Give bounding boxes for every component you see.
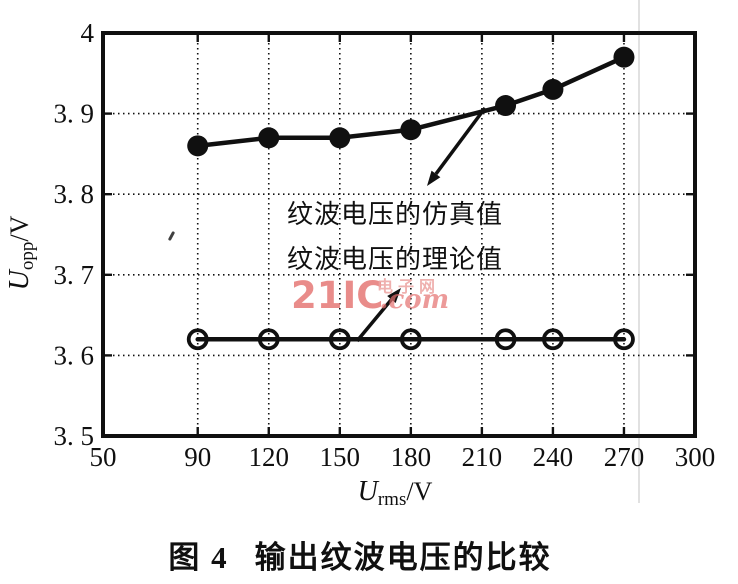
y-axis-label: Uopp/V (4, 215, 38, 290)
x-tick-label: 270 (604, 442, 645, 472)
chart-figure: 50 90 120 150 180 210 240 270 300 3. 5 3. 6 3. 7 3. … (4, 0, 716, 510)
x-tick-label: 180 (391, 442, 432, 472)
sim-data-point (187, 135, 209, 157)
sim-data-point (542, 78, 564, 100)
sim-data-point (258, 127, 280, 149)
x-tick-label: 240 (533, 442, 574, 472)
watermark-cn-text: 电子网 (377, 279, 441, 296)
x-tick-label: 300 (675, 442, 716, 472)
x-axis-label: Urms/V (358, 476, 433, 510)
annotation-sim-label: 纹波电压的仿真值 (287, 200, 504, 229)
plot-border (101, 31, 697, 438)
watermark: 21IC.com 电子网 (291, 276, 466, 324)
theory-data-point (399, 328, 422, 351)
watermark-domain: .com (379, 285, 450, 315)
y-tick-label: 3. 9 (54, 99, 95, 129)
annotation-theory-label: 纹波电压的理论值 (287, 245, 504, 274)
x-tick-label: 120 (249, 442, 290, 472)
annotation-arrow-theory-head (387, 288, 401, 304)
x-tick-label: 90 (184, 442, 211, 472)
theory-data-point (613, 328, 635, 351)
x-tick-label: 50 (90, 442, 117, 472)
caption-text: 输出纹波电压的比较 (254, 540, 552, 575)
sim-data-point (495, 95, 517, 117)
y-tick-label: 3. 5 (54, 421, 95, 451)
theory-data-point (186, 328, 209, 351)
y-tick-label: 3. 6 (54, 340, 95, 370)
theory-data-point (494, 328, 517, 351)
sim-data-point (329, 127, 351, 149)
x-tick-label: 150 (320, 442, 361, 472)
watermark-brand: 21IC (291, 274, 384, 317)
sim-data-point (613, 46, 635, 68)
caption-number: 图 4 (168, 540, 229, 575)
y-tick-label: 4 (81, 18, 95, 48)
sim-data-point (400, 119, 422, 141)
scan-line-artifact (638, 0, 640, 503)
theory-data-point (257, 328, 280, 351)
x-tick-label: 210 (462, 442, 503, 472)
y-tick-label: 3. 7 (54, 260, 95, 290)
theory-data-point (542, 328, 564, 351)
ripple-voltage-chart: 50 90 120 150 180 210 240 270 300 3. 5 3. 6 3. 7 3. … (4, 18, 716, 510)
figure-caption: 图 4 输出纹波电压的比较 (0, 532, 720, 577)
annotation-arrow-sim-head (427, 170, 441, 186)
y-tick-label: 3. 8 (54, 179, 95, 209)
theory-data-point (328, 328, 351, 351)
annotation-arrow-theory (355, 298, 393, 343)
annotation-arrow-sim (434, 106, 487, 176)
